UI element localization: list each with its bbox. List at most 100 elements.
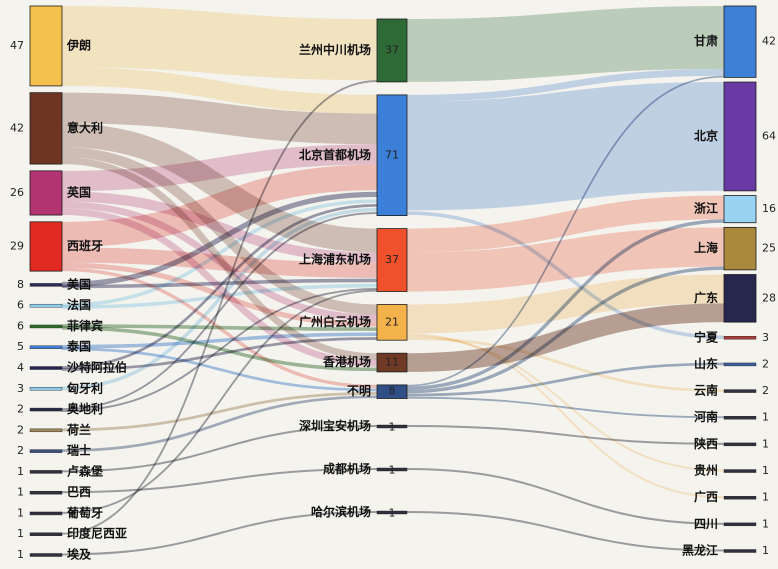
node-switzerland[interactable] (29, 449, 63, 453)
node-henan[interactable] (723, 416, 757, 420)
node-value-uk: 26 (10, 186, 24, 199)
node-label-heilongjiang: 黑龙江 (682, 543, 718, 558)
node-yunnan[interactable] (723, 389, 757, 393)
node-guizhou[interactable] (723, 469, 757, 473)
node-shaanxi[interactable] (723, 442, 757, 447)
flow-usa-pudong (61, 278, 378, 289)
node-philippines[interactable] (29, 324, 63, 329)
node-value-zhejiang: 16 (762, 202, 776, 215)
flow-portugal-pudong (61, 289, 378, 514)
flow-lanzhou-gansu (406, 6, 725, 82)
node-value-luxembourg: 1 (17, 465, 24, 478)
node-value-yunnan: 2 (762, 384, 769, 397)
node-thailand[interactable] (29, 345, 63, 349)
node-italy[interactable] (29, 92, 63, 165)
node-lanzhou[interactable] (376, 18, 408, 83)
flow-thailand-unknown (61, 347, 378, 392)
node-spain[interactable] (29, 221, 63, 272)
flow-unknown-henan (406, 396, 725, 419)
node-label-sichuan: 四川 (694, 517, 718, 531)
flow-usa-beijing_ap (61, 191, 378, 288)
node-label-philippines: 菲律宾 (67, 318, 103, 333)
node-label-brazil: 巴西 (67, 485, 91, 499)
node-value-shanghai: 25 (762, 242, 776, 255)
node-ningxia[interactable] (723, 336, 757, 340)
node-label-shanghai: 上海 (694, 240, 718, 255)
node-shandong[interactable] (723, 362, 757, 367)
flow-saudi-baiyun (61, 337, 378, 371)
node-harbin[interactable] (376, 510, 408, 515)
node-value-ningxia: 3 (762, 331, 769, 344)
node-value-portugal: 1 (17, 506, 24, 519)
node-beijing[interactable] (723, 81, 757, 192)
flow-unknown-gansu (406, 75, 725, 387)
node-heilongjiang[interactable] (723, 549, 757, 553)
node-shenzhen[interactable] (376, 424, 408, 429)
node-label-italy: 意大利 (67, 120, 103, 135)
node-baiyun[interactable] (376, 304, 408, 341)
flow-baiyun-yunnan (406, 337, 725, 392)
node-value-indonesia: 1 (17, 527, 24, 540)
node-guangdong[interactable] (723, 274, 757, 323)
node-value-lanzhou: 37 (385, 43, 399, 56)
flow-chengdu-sichuan (406, 468, 725, 525)
node-gansu[interactable] (723, 5, 757, 78)
flow-thailand-baiyun (61, 332, 378, 349)
node-netherlands[interactable] (29, 428, 63, 433)
node-unknown[interactable] (376, 384, 408, 399)
node-label-egypt: 埃及 (67, 547, 92, 562)
node-label-harbin: 哈尔滨机场 (311, 504, 371, 519)
node-value-beijing: 64 (762, 129, 776, 142)
node-label-iran: 伊朗 (66, 37, 91, 52)
node-chengdu[interactable] (376, 467, 408, 472)
node-label-hungary: 匈牙利 (66, 380, 103, 395)
node-value-beijing_ap: 71 (385, 148, 399, 161)
node-value-netherlands: 2 (17, 423, 24, 436)
node-value-unknown: 8 (389, 385, 396, 398)
node-value-sichuan: 1 (762, 517, 769, 530)
node-value-harbin: 1 (389, 507, 396, 520)
flow-pudong-zhejiang (406, 195, 725, 253)
node-indonesia[interactable] (29, 532, 63, 536)
node-zhejiang[interactable] (723, 195, 757, 224)
flow-luxembourg-shenzhen (61, 425, 378, 473)
node-label-baiyun: 广州白云机场 (299, 314, 371, 329)
node-portugal[interactable] (29, 511, 63, 516)
flow-beijing_ap-beijing (406, 82, 725, 211)
node-value-guizhou: 1 (762, 464, 769, 477)
node-hungary[interactable] (29, 387, 63, 391)
node-value-philippines: 6 (17, 319, 24, 332)
node-shanghai[interactable] (723, 226, 757, 271)
node-value-iran: 47 (10, 39, 24, 52)
node-france[interactable] (29, 303, 63, 308)
flow-layer (61, 6, 725, 556)
node-pudong[interactable] (376, 228, 408, 292)
node-sichuan[interactable] (723, 522, 757, 527)
node-label-spain: 西班牙 (67, 238, 103, 253)
node-label-switzerland: 瑞士 (67, 443, 91, 458)
node-brazil[interactable] (29, 490, 63, 495)
node-austria[interactable] (29, 407, 63, 412)
node-label-pudong: 上海浦东机场 (299, 252, 371, 267)
node-iran[interactable] (29, 5, 63, 87)
node-luxembourg[interactable] (29, 470, 63, 474)
node-label-henan: 河南 (693, 409, 718, 424)
flow-spain-pudong (61, 247, 378, 278)
node-value-usa: 8 (17, 278, 24, 291)
node-saudi[interactable] (29, 366, 63, 370)
flow-spain-beijing_ap (61, 164, 378, 248)
node-egypt[interactable] (29, 553, 63, 557)
node-value-chengdu: 1 (389, 464, 396, 477)
node-beijing_ap[interactable] (376, 94, 408, 216)
node-uk[interactable] (29, 170, 63, 216)
node-label-ningxia: 宁夏 (694, 329, 719, 344)
node-label-chengdu: 成都机场 (323, 461, 371, 476)
flow-unknown-zhejiang (406, 219, 725, 390)
node-hongkong[interactable] (376, 352, 408, 373)
flow-switzerland-unknown (61, 395, 378, 452)
flow-indonesia-lanzhou (61, 80, 378, 535)
node-usa[interactable] (29, 283, 63, 287)
node-guangxi[interactable] (723, 495, 757, 500)
node-value-henan: 1 (762, 411, 769, 424)
node-label-zhejiang: 浙江 (694, 201, 718, 216)
